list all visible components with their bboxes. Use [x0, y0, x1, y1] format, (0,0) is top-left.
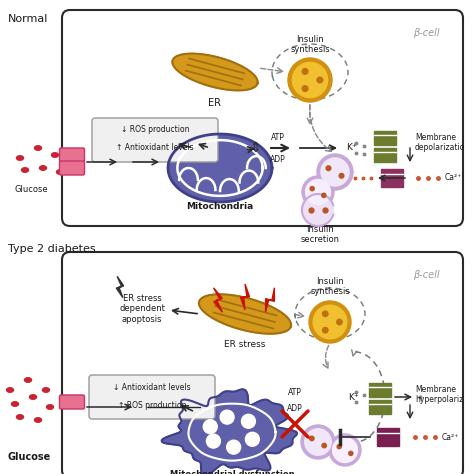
- Bar: [369, 383, 391, 397]
- Text: ATP: ATP: [288, 388, 302, 397]
- Circle shape: [322, 311, 328, 317]
- Text: Ca²⁺: Ca²⁺: [442, 432, 459, 441]
- Circle shape: [310, 436, 314, 441]
- Text: ADP: ADP: [270, 155, 286, 164]
- Circle shape: [302, 86, 308, 91]
- Text: ER stress: ER stress: [224, 340, 266, 349]
- Circle shape: [313, 305, 347, 339]
- FancyBboxPatch shape: [89, 375, 215, 419]
- Text: Mitochondrial dysfunction: Mitochondrial dysfunction: [170, 470, 294, 474]
- Text: Ca²⁺: Ca²⁺: [445, 173, 462, 182]
- Ellipse shape: [46, 405, 54, 409]
- Text: ↓ Antioxidant levels: ↓ Antioxidant levels: [113, 383, 191, 392]
- Text: ⇕: ⇕: [249, 141, 261, 155]
- Ellipse shape: [21, 168, 28, 172]
- FancyBboxPatch shape: [60, 161, 84, 175]
- FancyBboxPatch shape: [62, 10, 463, 226]
- Polygon shape: [116, 276, 124, 298]
- Ellipse shape: [43, 388, 49, 392]
- Circle shape: [337, 445, 341, 449]
- Bar: [374, 131, 396, 145]
- Circle shape: [241, 414, 255, 428]
- Text: Mitochondria: Mitochondria: [186, 202, 254, 211]
- FancyBboxPatch shape: [92, 118, 218, 162]
- Polygon shape: [302, 194, 333, 226]
- Text: ↓ ROS production: ↓ ROS production: [121, 126, 189, 135]
- Circle shape: [246, 432, 259, 446]
- Circle shape: [329, 434, 361, 466]
- Ellipse shape: [35, 418, 42, 422]
- Text: β-cell: β-cell: [413, 28, 440, 38]
- Ellipse shape: [29, 395, 36, 399]
- Circle shape: [321, 158, 349, 186]
- Text: Insulin
synthesis: Insulin synthesis: [290, 35, 330, 55]
- Polygon shape: [265, 288, 274, 312]
- Text: ↑ Antioxidant levels: ↑ Antioxidant levels: [116, 144, 194, 153]
- Circle shape: [220, 410, 234, 424]
- Polygon shape: [214, 288, 222, 312]
- Polygon shape: [173, 54, 258, 91]
- Text: β-cell: β-cell: [413, 270, 440, 280]
- Text: Glucose: Glucose: [8, 452, 51, 462]
- Polygon shape: [240, 284, 249, 310]
- Circle shape: [317, 154, 353, 190]
- Ellipse shape: [17, 415, 24, 419]
- Ellipse shape: [17, 156, 24, 160]
- Bar: [374, 148, 396, 162]
- Bar: [381, 169, 403, 187]
- Circle shape: [227, 440, 241, 454]
- Text: K⁺: K⁺: [346, 144, 356, 153]
- Ellipse shape: [39, 166, 46, 170]
- Text: ER: ER: [209, 98, 221, 108]
- Text: Membrane
depolarizatio: Membrane depolarizatio: [415, 133, 465, 153]
- Circle shape: [302, 176, 334, 208]
- Circle shape: [337, 319, 342, 325]
- Circle shape: [322, 328, 328, 333]
- Ellipse shape: [11, 402, 18, 406]
- Ellipse shape: [56, 170, 64, 174]
- Polygon shape: [162, 389, 297, 474]
- Polygon shape: [199, 294, 291, 334]
- Circle shape: [207, 434, 220, 448]
- Circle shape: [292, 63, 328, 98]
- Circle shape: [288, 58, 332, 102]
- Text: Insulin
synthesis: Insulin synthesis: [310, 277, 350, 296]
- Text: Type 2 diabetes: Type 2 diabetes: [8, 244, 96, 254]
- Circle shape: [302, 69, 308, 74]
- Circle shape: [333, 438, 357, 463]
- Ellipse shape: [25, 378, 31, 382]
- Text: Insulin
secretion: Insulin secretion: [301, 225, 339, 245]
- FancyBboxPatch shape: [60, 395, 84, 409]
- Circle shape: [309, 301, 351, 343]
- Bar: [377, 428, 399, 446]
- Circle shape: [322, 193, 326, 198]
- Circle shape: [326, 166, 331, 171]
- Text: Membrane
hyperpolariz: Membrane hyperpolariz: [415, 385, 463, 404]
- Text: ↑ ROS production: ↑ ROS production: [118, 401, 186, 410]
- Ellipse shape: [52, 153, 58, 157]
- Circle shape: [301, 425, 335, 459]
- Ellipse shape: [35, 146, 42, 150]
- Circle shape: [305, 429, 331, 455]
- Circle shape: [306, 180, 330, 204]
- Circle shape: [349, 451, 353, 456]
- FancyBboxPatch shape: [60, 148, 84, 162]
- Text: ER stress
dependent
apoptosis: ER stress dependent apoptosis: [119, 294, 165, 324]
- Text: K⁺: K⁺: [348, 392, 359, 401]
- FancyBboxPatch shape: [62, 252, 463, 474]
- Circle shape: [322, 443, 327, 448]
- Ellipse shape: [7, 388, 13, 392]
- Text: Glucose: Glucose: [15, 185, 49, 194]
- Circle shape: [317, 77, 323, 83]
- Polygon shape: [168, 134, 272, 202]
- Circle shape: [339, 173, 344, 178]
- Text: ATP: ATP: [271, 133, 285, 142]
- Text: ADP: ADP: [287, 404, 303, 413]
- Circle shape: [310, 187, 314, 191]
- Bar: [369, 400, 391, 414]
- Circle shape: [203, 419, 217, 434]
- Text: Normal: Normal: [8, 14, 48, 24]
